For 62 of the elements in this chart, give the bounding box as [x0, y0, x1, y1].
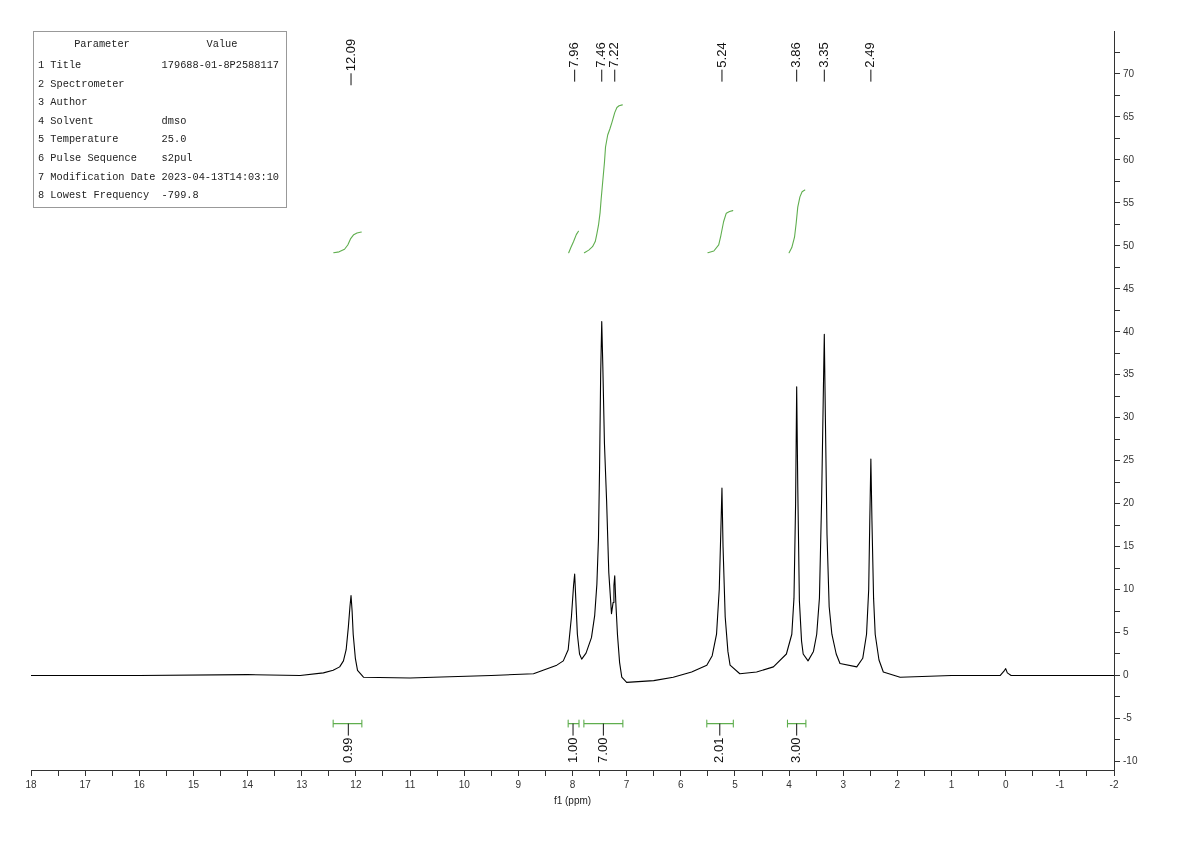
x-tick-label: 13: [296, 778, 308, 790]
x-tick-label: 17: [79, 778, 92, 790]
annotation: 7 Modification Date 2023-04-13T14:03:10: [38, 169, 280, 185]
y-tick-label: 25: [1123, 454, 1135, 466]
y-tick-label: 45: [1123, 282, 1135, 294]
annotation: 12.09: [342, 38, 358, 72]
x-tick-label: 0: [1002, 778, 1009, 790]
y-tick-label: 35: [1123, 368, 1135, 380]
x-tick-label: 10: [458, 778, 471, 790]
annotation: 0.99: [339, 737, 355, 763]
y-tick-label: 30: [1123, 411, 1135, 423]
annotation: 8 Lowest Frequency -799.8: [38, 188, 200, 204]
annotation: 7.00: [594, 737, 610, 763]
x-tick-label: 4: [786, 778, 793, 790]
y-tick-label: 40: [1123, 325, 1135, 337]
x-tick-label: 8: [569, 778, 576, 790]
annotation: 5.24: [713, 42, 729, 68]
annotation: 1.00: [564, 737, 580, 763]
x-tick-label: 6: [678, 778, 685, 790]
x-tick-label: 7: [623, 778, 630, 790]
annotation: 6 Pulse Sequence s2pul: [38, 150, 194, 166]
x-tick-label: 5: [732, 778, 739, 790]
annotation: 7.22: [606, 42, 622, 68]
x-tick-label: -1: [1055, 778, 1065, 790]
annotation: 7.96: [566, 42, 582, 68]
x-tick-label: 11: [404, 778, 416, 790]
annotation: 3 Author: [38, 95, 89, 111]
annotation: 3.35: [815, 42, 831, 68]
x-tick-label: 18: [25, 778, 37, 790]
x-tick-label: 2: [894, 778, 901, 790]
x-tick-label: 3: [840, 778, 847, 790]
y-tick-label: -5: [1123, 712, 1133, 724]
x-tick-label: 1: [948, 778, 955, 790]
y-tick-label: 70: [1123, 67, 1135, 79]
y-tick-label: 50: [1123, 239, 1135, 251]
annotation: Value: [205, 37, 239, 52]
y-tick-label: 55: [1123, 196, 1135, 208]
y-tick-label: 0: [1123, 669, 1129, 681]
y-tick-label: 15: [1123, 540, 1135, 552]
y-tick-label: 65: [1123, 110, 1135, 122]
x-tick-label: 16: [133, 778, 146, 790]
x-axis-title: f1 (ppm): [553, 794, 592, 806]
annotation: 4 Solvent dmso: [38, 113, 188, 129]
y-tick-label: 20: [1123, 497, 1135, 509]
x-tick-label: 14: [242, 778, 254, 790]
annotation: 5 Temperature 25.0: [38, 132, 188, 148]
y-tick-label: -10: [1123, 755, 1138, 767]
annotation: 7.46: [593, 42, 609, 68]
annotation: 3.86: [788, 42, 804, 68]
annotation: 2.01: [711, 737, 727, 763]
annotation: 3.00: [788, 737, 804, 763]
annotation: Parameter: [73, 37, 131, 52]
annotation: 2 Spectrometer: [38, 76, 126, 92]
y-tick-label: 5: [1123, 626, 1129, 638]
x-tick-label: -2: [1109, 778, 1119, 790]
annotation: 1 Title 179688-01-8P2588117: [38, 58, 280, 73]
y-tick-label: 10: [1123, 583, 1135, 595]
y-tick-label: 60: [1123, 153, 1135, 165]
x-tick-label: 9: [515, 778, 522, 790]
annotation: 2.49: [862, 42, 878, 68]
x-tick-label: 12: [350, 778, 362, 790]
x-tick-label: 15: [187, 778, 200, 790]
